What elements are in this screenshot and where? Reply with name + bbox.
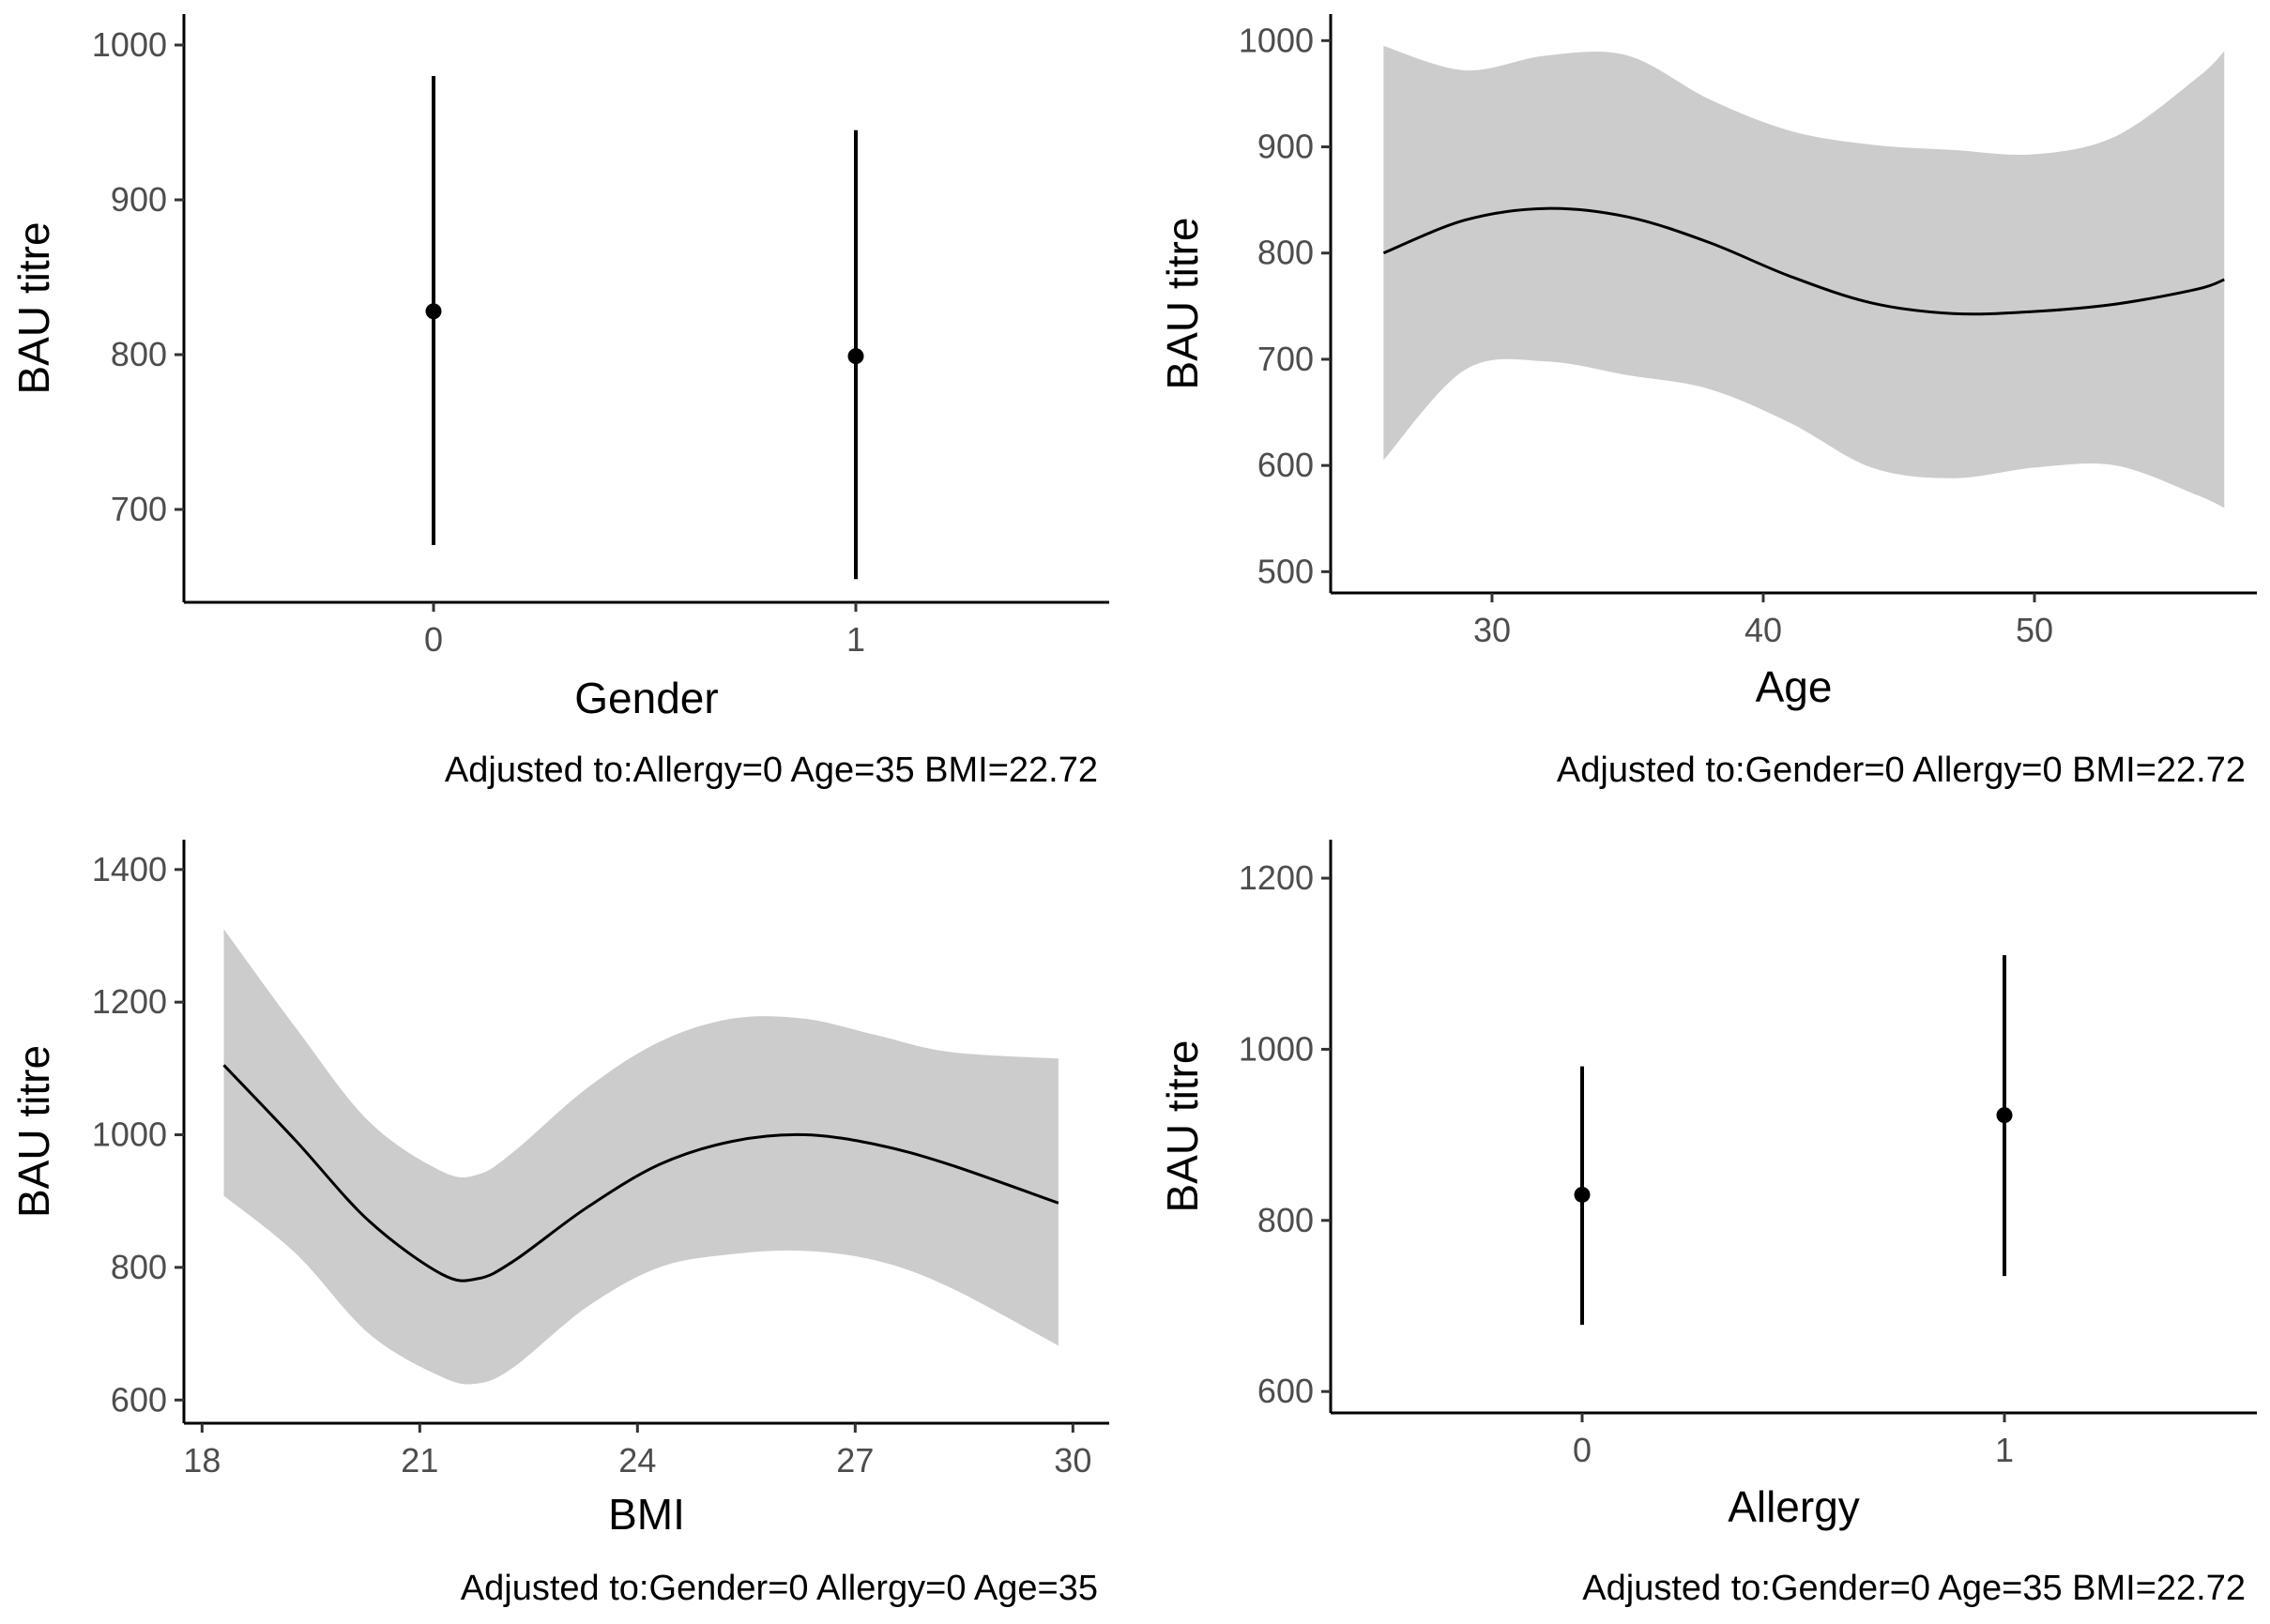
x-tick-label: 0 (424, 620, 443, 659)
fitted-line (1382, 206, 2225, 316)
x-tick-label: 30 (1473, 611, 1511, 649)
x-axis-title: Age (1756, 662, 1833, 711)
x-tick-label: 0 (1573, 1431, 1592, 1469)
y-tick-label: 1000 (92, 25, 167, 64)
estimate-point-0 (1574, 1186, 1591, 1203)
x-tick-label: 27 (836, 1441, 874, 1480)
panel-top-left: 700 800 900 1000 0 1 Gender BAU titre Adjusted t… (9, 14, 1109, 790)
y-axis-title: BAU titre (1158, 1040, 1207, 1212)
y-tick-label: 600 (111, 1380, 167, 1419)
adjustment-caption: Adjusted to:Gender=0 Age=35 BMI=22.72 (1582, 1569, 2246, 1608)
x-tick-label: 24 (618, 1441, 656, 1480)
panel-top-right: 500 600 700 800 900 1000 30 40 50 Age BAU titre Adj… (1158, 14, 2257, 790)
y-axis-title: BAU titre (9, 1045, 58, 1218)
y-tick-label: 800 (1257, 1201, 1314, 1239)
y-tick-label: 1000 (92, 1116, 167, 1154)
x-axis-title: Gender (574, 674, 718, 722)
y-tick-label: 900 (111, 180, 167, 219)
y-tick-label: 1400 (92, 850, 167, 888)
x-axis-title: BMI (608, 1490, 685, 1539)
y-axis-title: BAU titre (1158, 217, 1207, 389)
x-tick-label: 50 (2016, 611, 2053, 649)
panel-bottom-right: 600 800 1000 1200 0 1 Allergy BAU titre Adjusted… (1158, 840, 2257, 1608)
y-tick-label: 1000 (1239, 1029, 1314, 1068)
y-tick-label: 600 (1257, 1372, 1314, 1410)
panel-bottom-left: 600 800 1000 1200 1400 18 21 24 27 30 BMI BAU titre… (9, 840, 1109, 1608)
y-tick-label: 1000 (1239, 21, 1314, 59)
x-tick-label: 30 (1054, 1441, 1091, 1480)
confidence-band (1383, 46, 2225, 508)
estimate-point-0 (425, 303, 442, 320)
x-axis-title: Allergy (1728, 1482, 1860, 1531)
y-tick-label: 700 (1257, 340, 1314, 378)
y-tick-label: 800 (1257, 234, 1314, 272)
y-tick-label: 900 (1257, 128, 1314, 166)
estimate-point-1 (1996, 1107, 2013, 1124)
x-tick-label: 21 (401, 1441, 438, 1480)
x-tick-label: 40 (1744, 611, 1782, 649)
fitted-line (222, 1064, 1059, 1283)
adjustment-caption: Adjusted to:Gender=0 Allergy=0 BMI=22.72 (1557, 751, 2246, 790)
y-tick-label: 1200 (92, 982, 167, 1021)
adjustment-caption: Adjusted to:Allergy=0 Age=35 BMI=22.72 (445, 751, 1098, 790)
y-axis-title: BAU titre (9, 221, 58, 394)
y-tick-label: 800 (111, 1248, 167, 1286)
x-tick-label: 1 (846, 620, 865, 659)
confidence-band (223, 929, 1059, 1385)
estimate-point-1 (847, 348, 864, 365)
x-tick-label: 18 (183, 1441, 221, 1480)
y-tick-label: 700 (111, 490, 167, 528)
y-tick-label: 800 (111, 335, 167, 373)
y-tick-label: 600 (1257, 446, 1314, 484)
y-tick-label: 500 (1257, 552, 1314, 590)
y-tick-label: 1200 (1239, 858, 1314, 897)
x-tick-label: 1 (1995, 1431, 2014, 1469)
adjustment-caption: Adjusted to:Gender=0 Allergy=0 Age=35 (461, 1569, 1098, 1608)
